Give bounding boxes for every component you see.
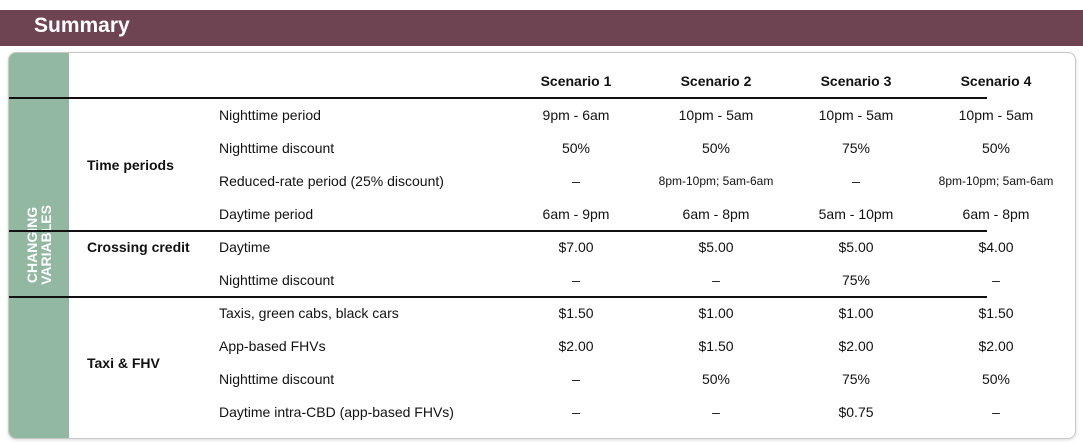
header-bar: Summary <box>0 10 1083 46</box>
row-label: Nighttime discount <box>219 140 335 156</box>
column-header: Scenario 4 <box>960 73 1032 89</box>
cell: $1.50 <box>558 305 594 321</box>
group-label: Time periods <box>87 156 174 173</box>
cell: 10pm - 5am <box>958 107 1034 123</box>
cell: $2.00 <box>838 338 874 354</box>
cell: $0.75 <box>838 404 874 420</box>
cell: – <box>572 371 580 387</box>
row-label: Taxis, green cabs, black cars <box>219 305 399 321</box>
cell: $2.00 <box>978 338 1014 354</box>
row-label: Daytime intra-CBD (app-based FHVs) <box>219 404 454 420</box>
cell: 75% <box>841 371 871 387</box>
cell: 50% <box>701 371 731 387</box>
cell: $4.00 <box>978 239 1014 255</box>
header-rule <box>9 97 987 99</box>
group-label: Taxi & FHV <box>87 354 160 371</box>
cell: – <box>712 404 720 420</box>
column-header: Scenario 2 <box>680 73 752 89</box>
cell: – <box>572 173 580 189</box>
cell: $5.00 <box>698 239 734 255</box>
side-label-line: VARIABLES <box>38 205 54 285</box>
cell: 10pm - 5am <box>818 107 894 123</box>
cell: 50% <box>981 371 1011 387</box>
cell: – <box>712 272 720 288</box>
cell: 9pm - 6am <box>542 107 610 123</box>
cell: 50% <box>561 140 591 156</box>
row-label: Nighttime discount <box>219 272 335 288</box>
cell: – <box>992 404 1000 420</box>
group-rule <box>9 295 987 298</box>
cell: $1.50 <box>978 305 1014 321</box>
cell: 6am - 8pm <box>962 206 1030 222</box>
cell: $7.00 <box>558 239 594 255</box>
cell: 6am - 9pm <box>542 206 610 222</box>
cell: $2.00 <box>558 338 594 354</box>
cell: 10pm - 5am <box>678 107 754 123</box>
column-header: Scenario 1 <box>540 73 612 89</box>
row-label: Nighttime discount <box>219 371 335 387</box>
cell: – <box>572 404 580 420</box>
summary-card: CHANGING VARIABLES Scenario 1 Scenario 2 S… <box>8 52 1076 439</box>
cell: 6am - 8pm <box>682 206 750 222</box>
cell: 8pm-10pm; 5am-6am <box>938 174 1054 188</box>
group-label: Crossing credit <box>87 239 190 255</box>
cell: 50% <box>981 140 1011 156</box>
cell: 50% <box>701 140 731 156</box>
row-label: App-based FHVs <box>219 338 326 354</box>
row-label: Daytime period <box>219 206 314 222</box>
cell: 75% <box>841 140 871 156</box>
group-rule <box>9 229 987 232</box>
row-label: Daytime <box>219 239 271 255</box>
header-title: Summary <box>34 14 130 37</box>
cell: 5am - 10pm <box>818 206 894 222</box>
cell: $1.50 <box>698 338 734 354</box>
cell: 75% <box>841 272 871 288</box>
side-label: CHANGING VARIABLES <box>24 205 54 285</box>
cell: 8pm-10pm; 5am-6am <box>658 174 774 188</box>
row-label: Reduced-rate period (25% discount) <box>219 173 444 189</box>
column-header: Scenario 3 <box>820 73 892 89</box>
cell: $1.00 <box>698 305 734 321</box>
cell: $5.00 <box>838 239 874 255</box>
side-label-line: CHANGING <box>24 206 40 284</box>
side-panel: CHANGING VARIABLES <box>9 53 69 438</box>
cell: – <box>852 173 860 189</box>
cell: $1.00 <box>838 305 874 321</box>
cell: – <box>572 272 580 288</box>
row-label: Nighttime period <box>219 107 321 123</box>
cell: – <box>992 272 1000 288</box>
